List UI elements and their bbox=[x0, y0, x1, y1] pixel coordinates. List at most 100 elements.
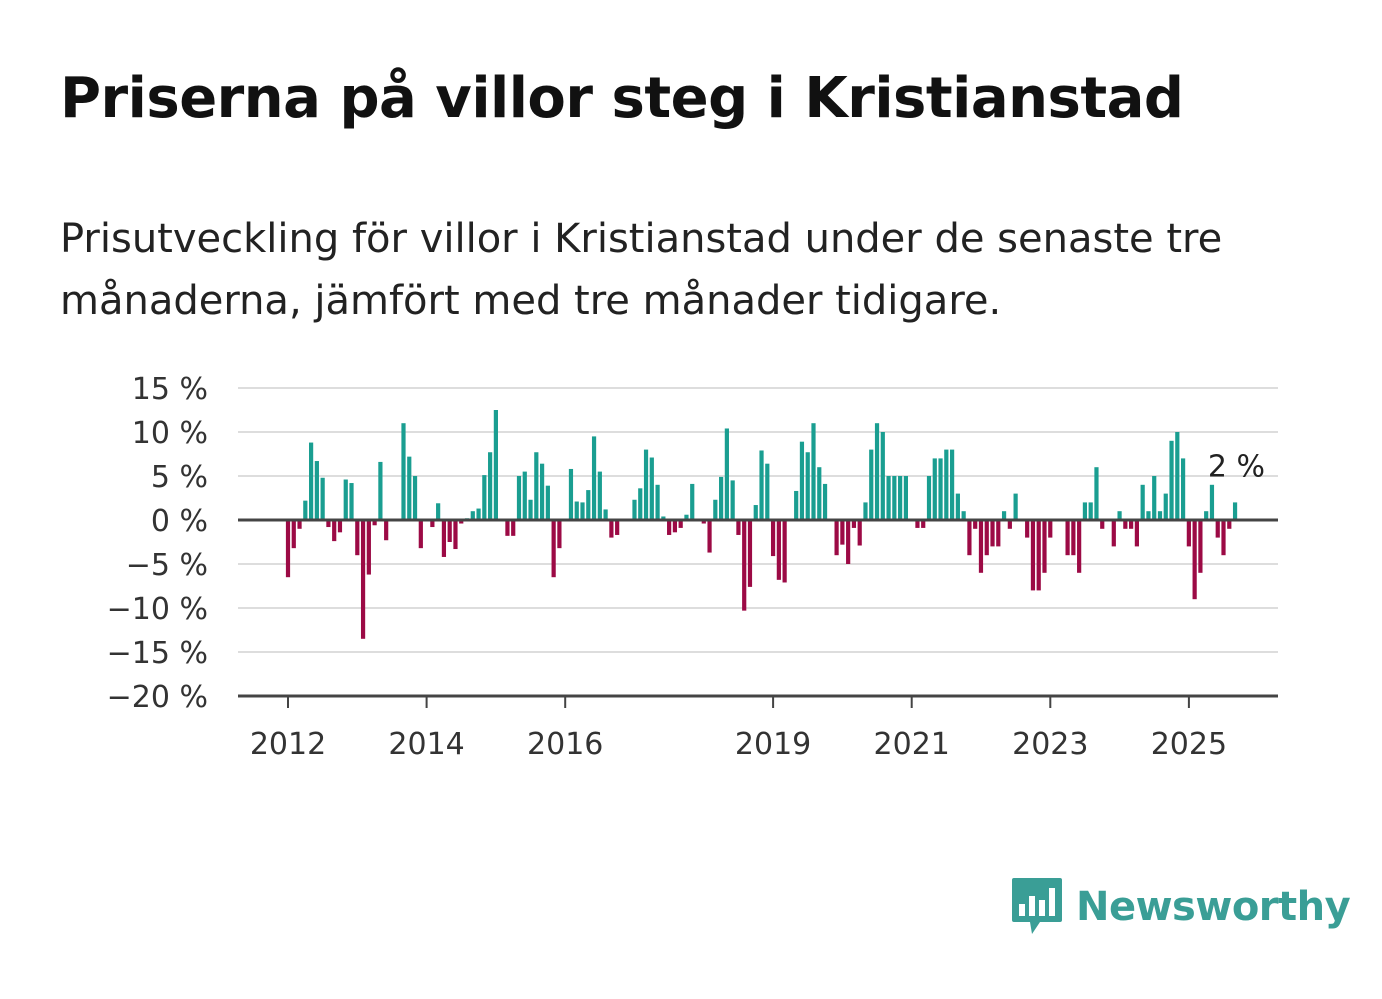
bar bbox=[1180, 458, 1186, 520]
bar bbox=[915, 520, 920, 528]
bar bbox=[320, 477, 325, 520]
bar bbox=[551, 520, 556, 578]
bar bbox=[1077, 520, 1082, 573]
bar bbox=[1117, 511, 1122, 520]
bar bbox=[955, 493, 960, 520]
bar bbox=[863, 502, 868, 520]
bar bbox=[1007, 520, 1012, 529]
newsworthy-logo: Newsworthy bbox=[1010, 876, 1351, 938]
bar bbox=[1215, 520, 1220, 538]
bar bbox=[996, 520, 1001, 547]
bar bbox=[978, 520, 984, 573]
bar bbox=[1071, 520, 1076, 556]
bar bbox=[667, 520, 672, 535]
bar bbox=[1198, 520, 1203, 573]
bar bbox=[782, 520, 787, 583]
bars bbox=[285, 410, 1238, 639]
bar bbox=[776, 520, 781, 580]
bar bbox=[713, 499, 718, 520]
bar bbox=[326, 520, 331, 528]
bar bbox=[990, 520, 995, 547]
bar bbox=[903, 476, 908, 520]
bar bbox=[932, 458, 937, 520]
bar bbox=[944, 449, 949, 520]
bar bbox=[1157, 511, 1163, 520]
bar bbox=[1221, 520, 1226, 556]
bar bbox=[1048, 520, 1053, 538]
bar bbox=[378, 461, 383, 520]
x-tick-label: 2025 bbox=[1151, 727, 1227, 762]
bar bbox=[343, 479, 348, 520]
y-tick-label: 15 % bbox=[132, 372, 208, 407]
bar bbox=[1042, 520, 1047, 573]
y-tick-label: 0 % bbox=[151, 504, 208, 539]
bar bbox=[366, 520, 371, 575]
bar bbox=[770, 520, 776, 557]
bar bbox=[1065, 520, 1070, 556]
bar bbox=[1192, 520, 1197, 600]
bar bbox=[1146, 511, 1151, 520]
bar bbox=[805, 452, 810, 520]
bar bbox=[580, 502, 585, 520]
bar bbox=[522, 471, 527, 520]
latest-value-label: 2 % bbox=[1208, 449, 1265, 484]
bar bbox=[1175, 432, 1180, 520]
x-tick-label: 2016 bbox=[527, 727, 603, 762]
x-tick-label: 2019 bbox=[735, 727, 811, 762]
bar bbox=[967, 520, 972, 556]
bar bbox=[1140, 484, 1145, 520]
bar bbox=[869, 449, 874, 520]
page-subtitle: Prisutveckling för villor i Kristianstad… bbox=[60, 216, 1223, 324]
bar bbox=[349, 483, 354, 520]
bar bbox=[493, 410, 498, 520]
bar bbox=[591, 436, 597, 520]
bar bbox=[372, 520, 377, 526]
y-tick-label: −10 % bbox=[107, 592, 208, 627]
bar bbox=[632, 499, 637, 520]
bar bbox=[811, 423, 816, 520]
bar bbox=[874, 423, 880, 520]
bar bbox=[938, 458, 943, 520]
bar bbox=[337, 520, 343, 533]
bar bbox=[291, 520, 296, 549]
bar bbox=[707, 520, 712, 553]
bar bbox=[586, 490, 591, 520]
bar bbox=[857, 520, 862, 546]
bar bbox=[921, 520, 926, 528]
bar bbox=[314, 461, 319, 520]
bar bbox=[1227, 520, 1232, 529]
bar bbox=[516, 476, 522, 520]
bar bbox=[309, 442, 314, 520]
bar bbox=[574, 501, 579, 520]
bar bbox=[1025, 520, 1030, 538]
bar bbox=[355, 520, 360, 556]
bar bbox=[447, 520, 452, 542]
bar bbox=[690, 483, 695, 520]
bar bbox=[1134, 520, 1139, 547]
bar bbox=[822, 483, 828, 520]
axes bbox=[238, 518, 1278, 708]
bar bbox=[1209, 484, 1215, 520]
bar bbox=[285, 520, 291, 578]
bar bbox=[1001, 511, 1007, 520]
bar bbox=[332, 520, 337, 542]
x-tick-label: 2023 bbox=[1012, 727, 1088, 762]
x-tick-label: 2021 bbox=[874, 727, 950, 762]
bar bbox=[759, 450, 764, 520]
bar bbox=[840, 520, 845, 545]
bar bbox=[459, 520, 464, 524]
bar bbox=[1111, 520, 1116, 547]
bar bbox=[609, 520, 614, 538]
x-tick-label: 2014 bbox=[388, 727, 464, 762]
bar bbox=[799, 441, 805, 520]
bar bbox=[892, 476, 897, 520]
bar bbox=[297, 520, 302, 529]
bar bbox=[643, 449, 649, 520]
bar bbox=[1082, 502, 1088, 520]
bar bbox=[672, 520, 678, 533]
bar bbox=[719, 476, 724, 520]
bar bbox=[742, 520, 747, 611]
y-tick-label: 5 % bbox=[151, 460, 208, 495]
bar bbox=[817, 467, 822, 520]
